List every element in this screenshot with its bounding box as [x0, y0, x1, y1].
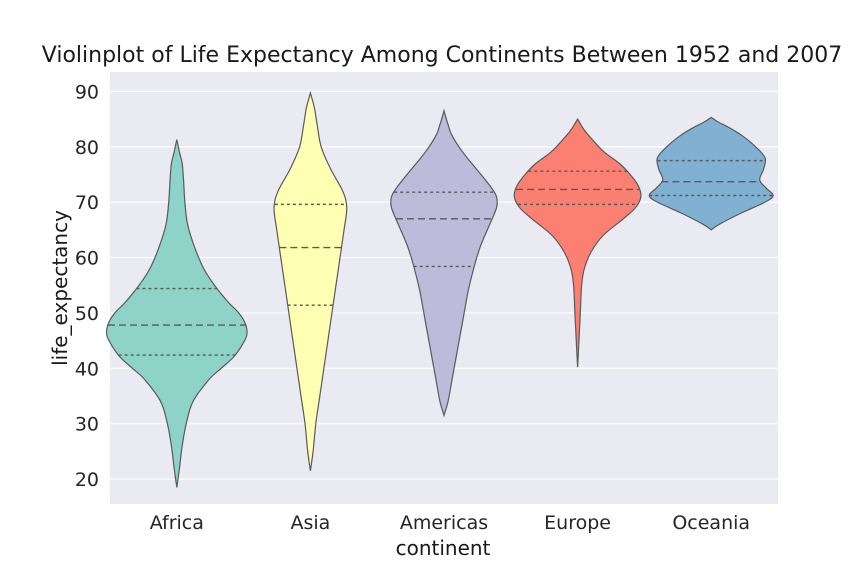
violin-africa [105, 139, 248, 488]
y-tick-labels: 20 30 40 50 60 70 80 90 [75, 81, 99, 491]
x-tick-label: Africa [150, 512, 204, 534]
violin-europe [513, 117, 642, 368]
y-tick-label: 70 [75, 192, 99, 214]
violin-oceania [648, 116, 774, 231]
violin-body [105, 139, 248, 488]
x-tick-label: Europe [544, 512, 611, 534]
y-tick-label: 60 [75, 248, 99, 270]
violin-body [513, 117, 642, 368]
x-tick-labels: Africa Asia Americas Europe Oceania [150, 512, 750, 534]
violin-body [648, 116, 774, 231]
y-tick-label: 50 [75, 303, 99, 325]
x-tick-label: Oceania [672, 512, 750, 534]
y-tick-label: 80 [75, 137, 99, 159]
y-tick-label: 30 [75, 414, 99, 436]
chart-title: Violinplot of Life Expectancy Among Cont… [42, 43, 842, 68]
x-tick-label: Americas [400, 512, 488, 534]
y-tick-label: 20 [75, 469, 99, 491]
x-tick-label: Asia [290, 512, 330, 534]
violin-body [273, 90, 348, 471]
violin-body [390, 108, 498, 418]
x-axis-label: continent [396, 536, 491, 560]
violin-asia [273, 90, 348, 471]
y-tick-label: 90 [75, 81, 99, 103]
violins [105, 90, 774, 488]
y-axis-label: life_expectancy [48, 210, 72, 366]
y-tick-label: 40 [75, 358, 99, 380]
violin-americas [390, 108, 498, 418]
